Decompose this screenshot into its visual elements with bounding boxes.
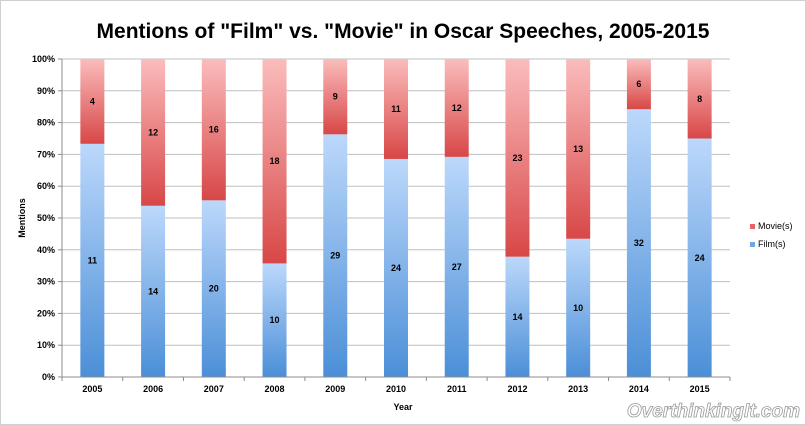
- x-tick-label: 2007: [204, 384, 224, 394]
- bar-movie-2014: [626, 59, 651, 110]
- bar-movie-2005: [80, 59, 105, 144]
- x-tick-label: 2014: [629, 384, 649, 394]
- y-tick-label: 40%: [37, 245, 55, 255]
- bar-movie-2010: [384, 59, 408, 159]
- x-tick-label: 2015: [690, 384, 710, 394]
- y-tick-label: 20%: [37, 308, 55, 318]
- legend-swatch: [750, 242, 755, 247]
- data-label-movie-2013: 13: [573, 144, 583, 154]
- y-tick-label: 80%: [37, 118, 55, 128]
- data-label-film-2011: 27: [452, 262, 462, 272]
- bar-film-2010: [384, 158, 408, 377]
- data-label-movie-2009: 9: [333, 92, 338, 102]
- legend-swatch: [750, 224, 755, 229]
- data-label-film-2012: 14: [512, 312, 522, 322]
- data-label-film-2007: 20: [209, 284, 219, 294]
- x-tick-label: 2005: [82, 384, 102, 394]
- y-tick-label: 90%: [37, 86, 55, 96]
- y-tick-label: 70%: [37, 149, 55, 159]
- y-axis-ticks: 0% 10% 20% 30% 40% 50% 60% 70% 80% 90% 100%: [32, 54, 62, 382]
- legend-label: Film(s): [758, 239, 786, 249]
- data-label-film-2010: 24: [391, 263, 401, 273]
- bar-film-2015: [687, 138, 712, 377]
- x-tick-label: 2010: [386, 384, 406, 394]
- bars: [80, 59, 712, 378]
- bar-movie-2008: [262, 59, 287, 264]
- bar-movie-2006: [141, 59, 166, 206]
- x-tick-label: 2011: [447, 384, 467, 394]
- x-tick-label: 2009: [325, 384, 345, 394]
- bar-movie-2007: [201, 59, 226, 201]
- bar-film-2008: [262, 263, 287, 377]
- bar-film-2006: [141, 205, 166, 377]
- bar-movie-2013: [566, 59, 591, 239]
- data-label-movie-2012: 23: [512, 153, 522, 163]
- x-tick-label: 2008: [265, 384, 285, 394]
- legend: Movie(s) Film(s): [750, 221, 793, 249]
- x-axis-label: Year: [393, 402, 413, 412]
- y-tick-label: 0%: [42, 372, 55, 382]
- y-tick-label: 60%: [37, 181, 55, 191]
- data-label-film-2013: 10: [573, 303, 583, 313]
- watermark-logo: OverthinkingIt.com: [627, 401, 800, 422]
- y-tick-label: 10%: [37, 340, 55, 350]
- data-labels: 11 4 14 12 20 16 10 18 29 9 24 11 27 12 14 23 10 13 32 6 24 8: [88, 79, 705, 325]
- bar-film-2009: [323, 134, 348, 377]
- y-tick-label: 100%: [32, 54, 55, 64]
- data-label-movie-2005: 4: [90, 96, 95, 106]
- data-label-movie-2010: 11: [391, 104, 401, 114]
- bar-movie-2015: [687, 59, 712, 139]
- data-label-movie-2011: 12: [452, 103, 462, 113]
- y-axis-label: Mentions: [17, 198, 27, 238]
- bar-film-2007: [201, 200, 226, 377]
- x-tick-label: 2013: [568, 384, 588, 394]
- bar-film-2005: [80, 143, 105, 377]
- data-label-movie-2007: 16: [209, 125, 219, 135]
- bar-movie-2009: [323, 59, 348, 135]
- x-axis-ticks: 2005 2006 2007 2008 2009 2010 2011 2012 2013 2014…: [61, 377, 731, 394]
- bar-film-2014: [626, 109, 651, 378]
- y-tick-label: 30%: [37, 277, 55, 287]
- bar-film-2013: [566, 238, 591, 377]
- data-label-movie-2006: 12: [148, 127, 158, 137]
- bar-film-2012: [505, 256, 530, 377]
- data-label-film-2006: 14: [148, 286, 158, 296]
- bar-movie-2012: [505, 59, 530, 257]
- legend-label: Movie(s): [758, 221, 793, 231]
- data-label-film-2005: 11: [88, 255, 98, 265]
- x-tick-label: 2012: [507, 384, 527, 394]
- bar-film-2011: [444, 156, 469, 377]
- data-label-film-2009: 29: [330, 251, 340, 261]
- chart-title: Mentions of "Film" vs. "Movie" in Oscar …: [97, 20, 710, 43]
- bar-movie-2011: [444, 59, 469, 157]
- data-label-movie-2008: 18: [270, 156, 280, 166]
- data-label-film-2008: 10: [270, 315, 280, 325]
- x-tick-label: 2006: [143, 384, 163, 394]
- data-label-film-2014: 32: [634, 238, 644, 248]
- data-label-movie-2015: 8: [697, 94, 702, 104]
- data-label-movie-2014: 6: [636, 79, 641, 89]
- y-tick-label: 50%: [37, 213, 55, 223]
- data-label-film-2015: 24: [695, 253, 705, 263]
